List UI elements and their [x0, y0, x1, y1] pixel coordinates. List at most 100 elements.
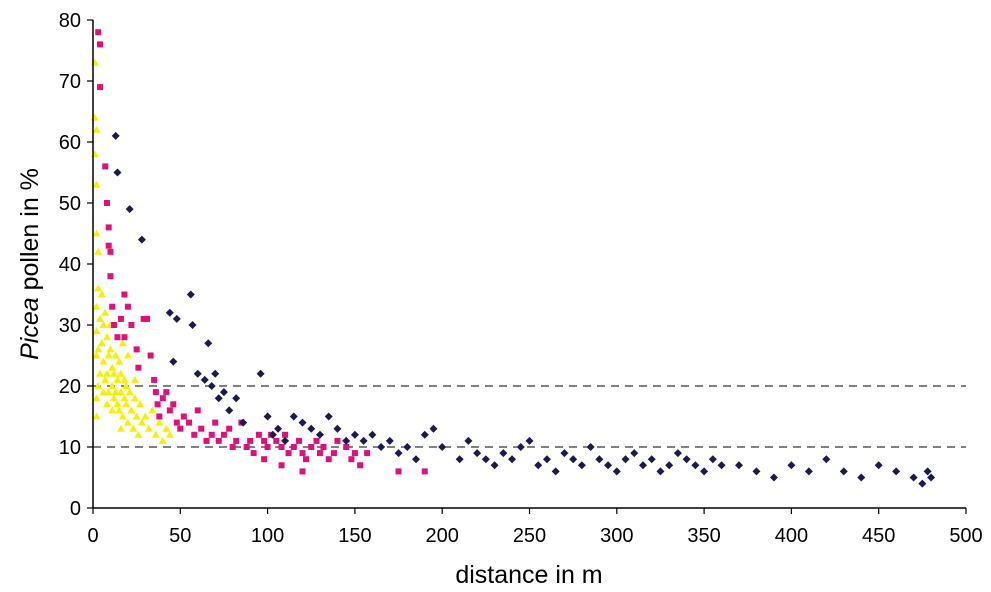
data-point	[191, 431, 198, 438]
data-point	[256, 369, 265, 378]
x-tick-label: 250	[513, 525, 546, 547]
y-tick-label: 40	[59, 254, 81, 276]
reference-lines	[93, 385, 966, 448]
data-point	[874, 461, 883, 470]
data-point	[101, 375, 110, 383]
data-point	[264, 444, 271, 450]
data-point	[359, 436, 368, 445]
data-point	[630, 449, 639, 458]
data-point	[334, 437, 341, 444]
data-point	[612, 467, 621, 476]
data-point	[170, 401, 177, 408]
data-point	[92, 125, 101, 133]
data-point	[307, 424, 316, 433]
data-point	[255, 431, 262, 438]
data-point	[158, 436, 167, 444]
data-point	[542, 455, 551, 464]
data-point	[92, 327, 101, 335]
data-point	[296, 437, 303, 444]
data-point	[604, 461, 613, 470]
data-point	[92, 180, 101, 188]
data-point	[577, 461, 586, 470]
data-point	[132, 412, 141, 420]
data-point	[108, 363, 117, 371]
data-point	[95, 314, 104, 322]
data-point	[330, 450, 337, 457]
data-point	[165, 308, 174, 317]
data-point	[290, 444, 297, 450]
data-point	[787, 461, 796, 470]
data-point	[102, 400, 111, 408]
data-point	[130, 375, 139, 383]
data-point	[151, 376, 158, 383]
data-point	[364, 450, 371, 457]
data-point	[113, 375, 122, 383]
data-point	[172, 314, 181, 323]
data-point	[315, 430, 324, 439]
data-point	[274, 424, 283, 433]
data-point	[99, 388, 108, 396]
data-point	[116, 424, 125, 432]
data-point	[357, 462, 364, 469]
data-point	[118, 412, 127, 420]
data-point	[133, 346, 140, 353]
data-point	[102, 163, 109, 170]
data-point	[111, 351, 120, 359]
data-point	[113, 400, 122, 408]
data-point	[186, 290, 195, 299]
data-point	[278, 462, 285, 469]
data-point	[203, 437, 210, 444]
data-point	[752, 467, 761, 476]
data-point	[113, 168, 122, 177]
data-point	[708, 455, 717, 464]
data-point	[180, 413, 187, 420]
data-point	[207, 382, 216, 390]
x-tick-label: 500	[949, 525, 982, 547]
data-point	[177, 425, 184, 432]
data-point	[250, 450, 257, 457]
data-point	[94, 284, 103, 292]
y-tick-label: 10	[59, 437, 81, 459]
data-point	[320, 444, 327, 450]
data-point	[109, 369, 118, 377]
data-point	[261, 456, 268, 463]
data-point	[343, 444, 350, 450]
data-point	[421, 468, 428, 475]
data-point	[229, 444, 236, 450]
data-point	[239, 418, 248, 427]
data-point	[281, 436, 290, 445]
series-square	[95, 29, 428, 475]
data-point	[135, 364, 142, 371]
data-point	[141, 412, 150, 420]
data-point	[102, 369, 111, 377]
y-axis-title: Picea pollen in %	[16, 168, 44, 360]
x-tick-label: 400	[775, 525, 808, 547]
data-point	[188, 321, 197, 329]
data-point	[105, 224, 112, 231]
data-point	[102, 333, 111, 341]
data-point	[927, 473, 936, 482]
data-point	[96, 41, 103, 48]
data-point	[377, 443, 386, 451]
data-point	[325, 456, 332, 463]
data-point	[128, 322, 135, 328]
data-point	[313, 437, 320, 444]
data-point	[109, 394, 118, 402]
data-point	[95, 29, 102, 36]
data-point	[90, 113, 99, 121]
data-point	[109, 303, 116, 310]
data-point	[92, 412, 101, 420]
data-point	[212, 419, 219, 426]
y-tick-label: 20	[59, 376, 81, 398]
data-point	[909, 473, 918, 482]
data-point	[263, 412, 272, 421]
data-point	[569, 455, 578, 464]
data-point	[225, 406, 234, 415]
x-tick-label: 100	[251, 525, 284, 547]
data-point	[516, 443, 525, 451]
data-point	[114, 334, 121, 341]
data-point	[204, 339, 213, 348]
data-point	[92, 394, 101, 402]
data-point	[97, 339, 106, 347]
